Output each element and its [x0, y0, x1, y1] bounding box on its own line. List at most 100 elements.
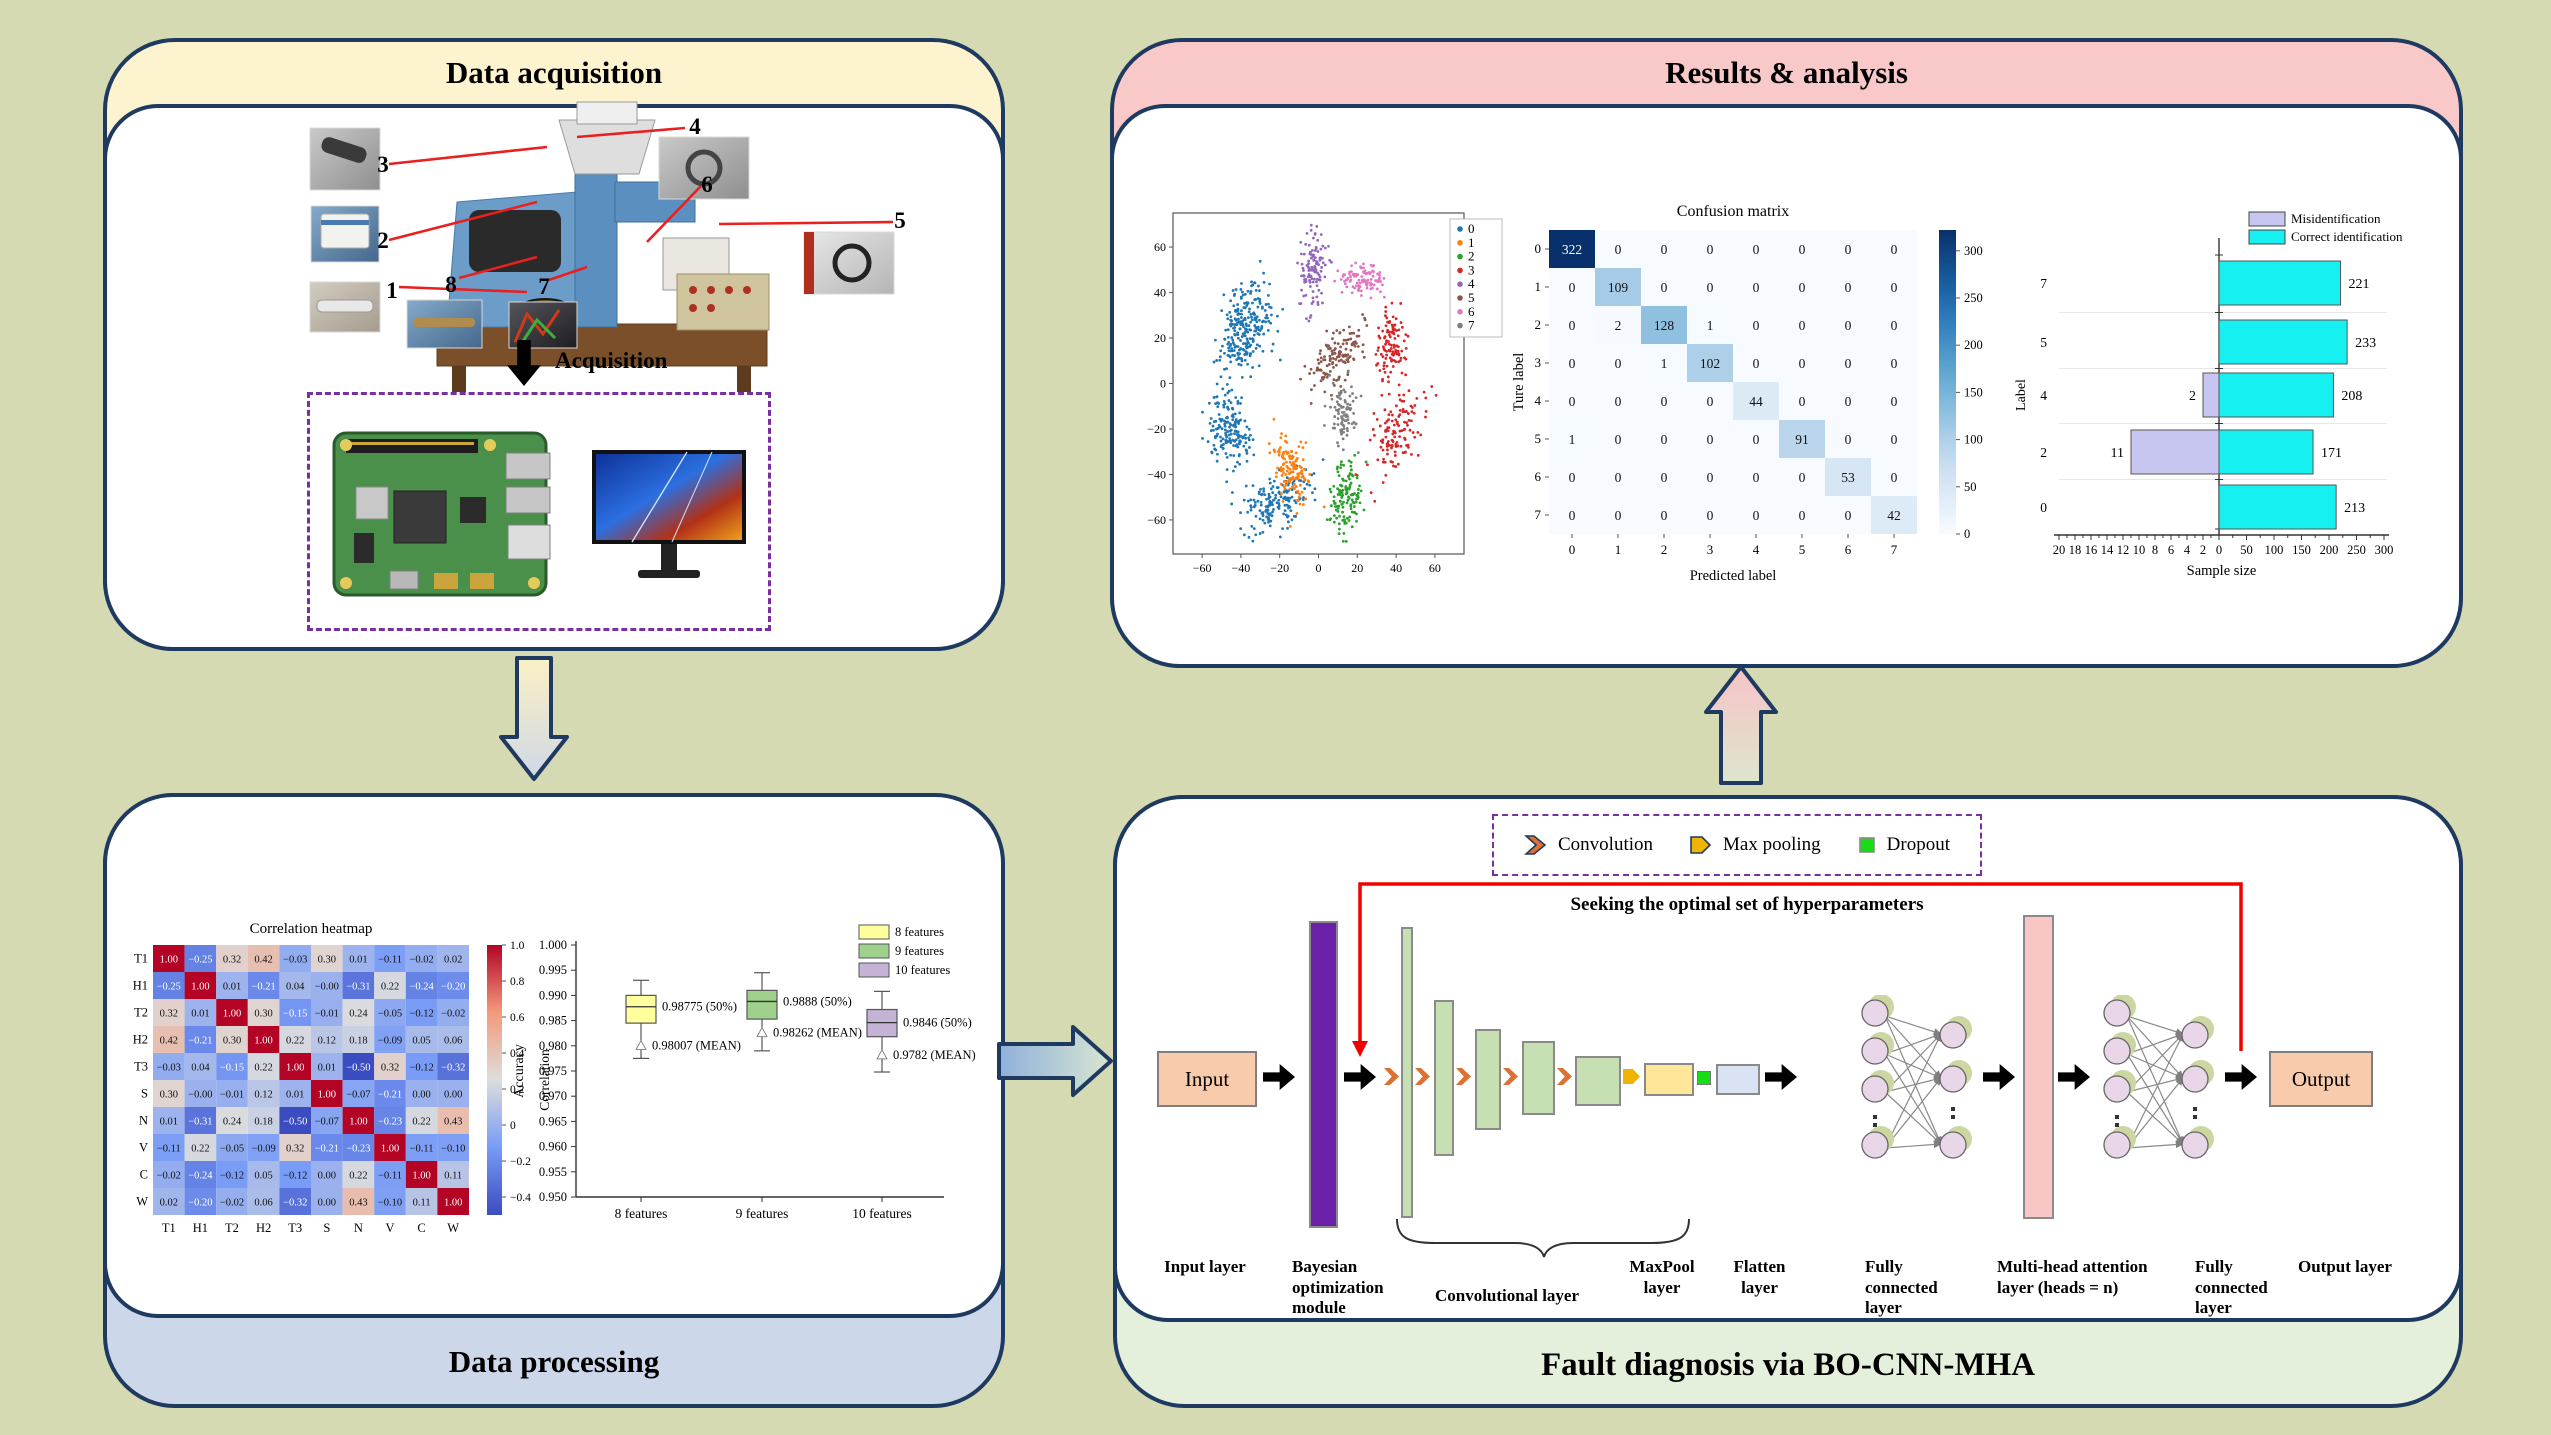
svg-text:4: 4	[1468, 276, 1475, 291]
data-acquisition-title: Data acquisition	[445, 55, 663, 90]
svg-text:2: 2	[1468, 249, 1475, 264]
svg-text:H2: H2	[133, 1033, 148, 1047]
svg-text:0.9846 (50%): 0.9846 (50%)	[903, 1016, 972, 1030]
svg-text:V: V	[385, 1221, 394, 1235]
svg-text:0.01: 0.01	[160, 1117, 178, 1128]
svg-text:208: 208	[2341, 389, 2362, 404]
svg-text:0.32: 0.32	[223, 955, 241, 966]
svg-text:1.000: 1.000	[539, 938, 567, 952]
svg-text:0: 0	[1661, 432, 1668, 447]
svg-text:0.01: 0.01	[191, 1009, 209, 1020]
svg-text:Confusion matrix: Confusion matrix	[1677, 203, 1789, 220]
svg-text:40: 40	[1154, 286, 1166, 300]
down-connector-arrow-icon	[499, 656, 569, 781]
svg-text:−0.05: −0.05	[220, 1144, 244, 1155]
conv-feature-map-5	[1575, 1056, 1621, 1106]
svg-text:1: 1	[1707, 318, 1714, 333]
svg-text:0.30: 0.30	[160, 1090, 178, 1101]
svg-text:0: 0	[1891, 242, 1898, 257]
svg-text:10 features: 10 features	[895, 963, 950, 977]
svg-text:0.32: 0.32	[286, 1144, 304, 1155]
svg-text:0.955: 0.955	[539, 1165, 567, 1179]
svg-text:0: 0	[1707, 432, 1714, 447]
svg-text:−0.02: −0.02	[441, 1009, 465, 1020]
fault-diagnosis-title: Fault diagnosis via BO-CNN-MHA	[1540, 1347, 2036, 1383]
svg-text:0: 0	[1569, 318, 1576, 333]
flatten-box	[1716, 1064, 1760, 1095]
label-flatten-layer: Flatten layer	[1733, 1257, 1786, 1297]
legend-item-dropout: Dropout	[1857, 834, 1950, 856]
panel-results-analysis: Results & analysis −60 −40 −20 0 20 40 60 −60 −4…	[1110, 38, 2463, 668]
svg-text:4: 4	[2040, 388, 2047, 403]
label-fully-connected-layer-1: Fully connected layer	[1865, 1257, 1938, 1318]
svg-text:Misidentification: Misidentification	[2291, 211, 2381, 226]
svg-text:0: 0	[1799, 318, 1806, 333]
svg-text:0: 0	[1661, 280, 1668, 295]
svg-text:0: 0	[1707, 242, 1714, 257]
svg-text:−40: −40	[1232, 561, 1251, 575]
svg-text:0: 0	[1569, 508, 1576, 523]
svg-text:3: 3	[1707, 542, 1714, 557]
svg-text:−0.11: −0.11	[410, 1144, 434, 1155]
svg-text:−0.50: −0.50	[346, 1063, 370, 1074]
svg-text:0: 0	[1316, 561, 1322, 575]
svg-text:6: 6	[2168, 543, 2174, 557]
svg-text:1.00: 1.00	[254, 1036, 272, 1047]
svg-text:−0.09: −0.09	[378, 1036, 402, 1047]
svg-text:8: 8	[445, 272, 457, 297]
svg-text:0: 0	[1753, 470, 1760, 485]
label-input-layer: Input layer	[1164, 1257, 1246, 1276]
results-title: Results & analysis	[1665, 55, 1908, 90]
svg-text:0.43: 0.43	[349, 1198, 367, 1209]
maxpool-box	[1644, 1063, 1694, 1096]
svg-text:0.11: 0.11	[413, 1198, 431, 1209]
svg-text:0.980: 0.980	[539, 1039, 567, 1053]
svg-text:250: 250	[1964, 291, 1983, 305]
svg-text:0: 0	[1753, 356, 1760, 371]
svg-text:0.970: 0.970	[539, 1089, 567, 1103]
svg-text:0.01: 0.01	[223, 982, 241, 993]
svg-text:250: 250	[2347, 543, 2366, 557]
panel-data-acquisition: Data acquisition 3 2 1 8 7 4 5 6 Acquisition	[103, 38, 1005, 651]
red-arrowhead-icon	[1352, 1041, 1368, 1057]
svg-text:0: 0	[1468, 221, 1475, 236]
svg-text:5: 5	[1468, 290, 1475, 305]
svg-text:0.32: 0.32	[381, 1063, 399, 1074]
svg-text:−0.23: −0.23	[378, 1117, 402, 1128]
svg-text:9 features: 9 features	[736, 1206, 789, 1221]
svg-text:0: 0	[510, 1120, 516, 1132]
svg-text:6: 6	[1535, 469, 1542, 484]
legend-item-convolution: Convolution	[1524, 834, 1653, 856]
svg-text:T3: T3	[288, 1221, 302, 1235]
svg-text:0.00: 0.00	[444, 1090, 462, 1101]
svg-text:−60: −60	[1147, 513, 1166, 527]
svg-text:W: W	[447, 1221, 459, 1235]
svg-text:−0.21: −0.21	[251, 982, 275, 993]
svg-text:0.4: 0.4	[510, 1048, 525, 1060]
svg-text:−0.21: −0.21	[188, 1036, 212, 1047]
svg-text:−0.31: −0.31	[188, 1117, 212, 1128]
bayesian-optimization-bar	[1309, 921, 1338, 1228]
conv-feature-map-2	[1434, 1000, 1454, 1156]
svg-text:−0.31: −0.31	[346, 982, 370, 993]
svg-text:−0.25: −0.25	[188, 955, 212, 966]
svg-text:0: 0	[1569, 356, 1576, 371]
svg-text:0: 0	[1891, 470, 1898, 485]
svg-text:−0.50: −0.50	[283, 1117, 307, 1128]
svg-text:5: 5	[1799, 542, 1806, 557]
svg-text:0: 0	[1845, 394, 1852, 409]
svg-text:0: 0	[1753, 508, 1760, 523]
svg-text:T1: T1	[134, 952, 148, 966]
svg-text:0.2: 0.2	[510, 1084, 525, 1096]
svg-text:0.00: 0.00	[318, 1171, 336, 1182]
svg-text:0.995: 0.995	[539, 963, 567, 977]
svg-text:1: 1	[1615, 542, 1622, 557]
svg-text:0: 0	[1891, 280, 1898, 295]
svg-text:2: 2	[2200, 543, 2206, 557]
svg-text:1: 1	[1535, 279, 1542, 294]
svg-text:7: 7	[1891, 542, 1898, 557]
up-connector-arrow-icon	[1704, 665, 1778, 785]
svg-text:0.01: 0.01	[349, 955, 367, 966]
